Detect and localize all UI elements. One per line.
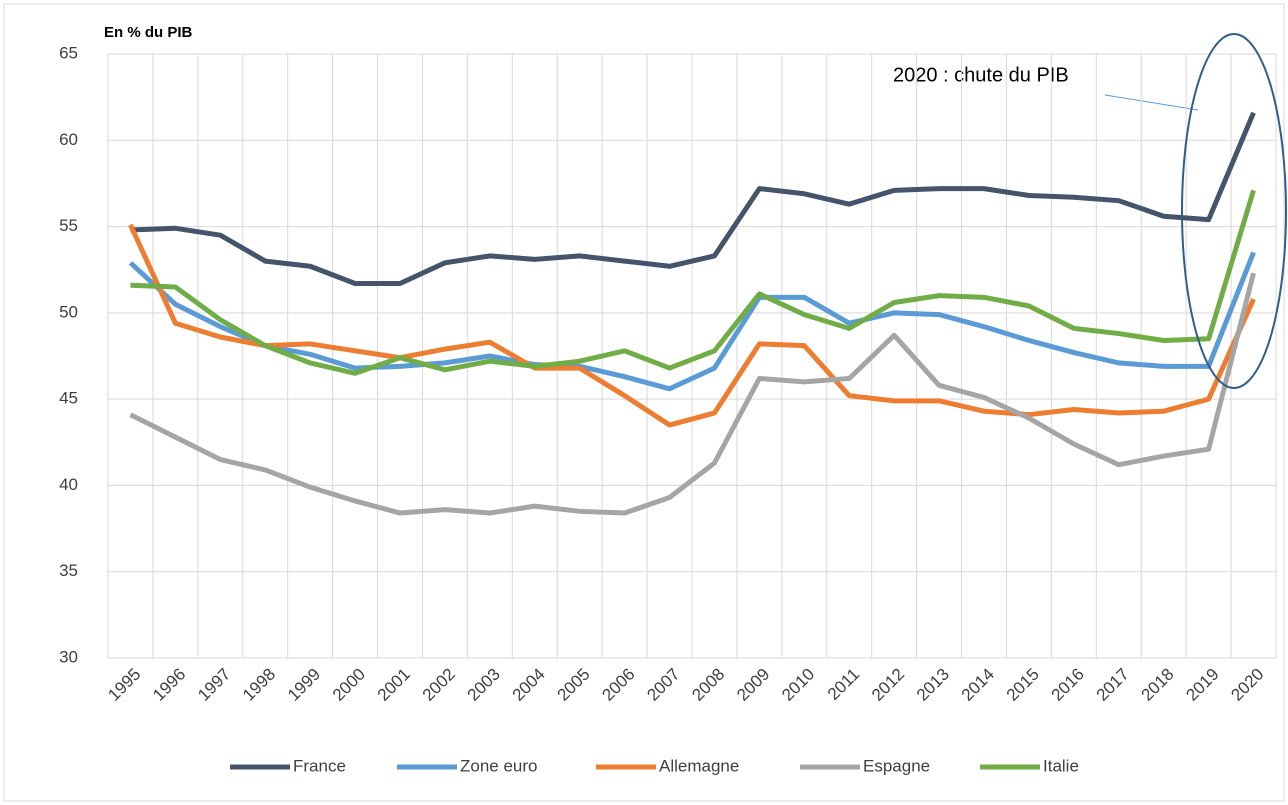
series-line	[130, 111, 1256, 287]
legend-label: Espagne	[863, 756, 930, 775]
series-line	[128, 251, 1256, 392]
chart-frame	[3, 3, 1285, 802]
y-tick-label: 55	[59, 216, 78, 235]
legend-label: France	[293, 756, 346, 775]
y-tick-label: 65	[59, 43, 78, 62]
y-tick-label: 35	[59, 561, 78, 580]
y-tick-label: 40	[59, 475, 78, 494]
y-tick-label: 60	[59, 130, 78, 149]
highlight-ellipse	[1181, 33, 1287, 389]
annotation-arrow	[1104, 94, 1199, 111]
series-line	[128, 223, 1256, 428]
legend-label: Zone euro	[460, 756, 538, 775]
series-line	[130, 189, 1256, 376]
y-tick-label: 30	[59, 647, 78, 666]
y-tick-label: 50	[59, 302, 78, 321]
legend-label: Italie	[1043, 756, 1079, 775]
annotation: 2020 : chute du PIB	[893, 64, 1069, 86]
chart-title: En % du PIB	[104, 24, 193, 41]
legend-label: Allemagne	[659, 756, 739, 775]
series-line	[129, 272, 1256, 516]
y-tick-label: 45	[59, 389, 78, 408]
